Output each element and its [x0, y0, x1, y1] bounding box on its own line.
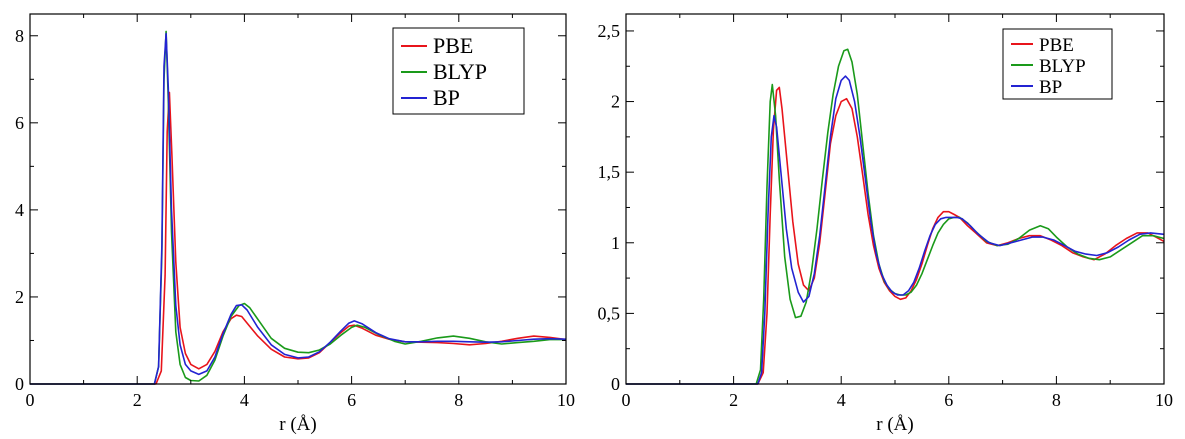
- y-tick-label: 0: [611, 374, 620, 394]
- x-tick-label: 4: [837, 390, 846, 410]
- series-line-bp: [626, 75, 1165, 385]
- y-tick-label: 4: [15, 200, 24, 220]
- x-tick-label: 10: [1155, 390, 1173, 410]
- x-tick-label: 8: [1052, 390, 1061, 410]
- legend-label-bp: BP: [433, 85, 460, 110]
- y-tick-label: 8: [15, 26, 24, 46]
- series-line-pbe: [626, 86, 1165, 385]
- x-tick-label: 10: [557, 390, 575, 410]
- y-tick-label: 1: [611, 233, 620, 253]
- legend-label-blyp: BLYP: [1039, 56, 1086, 77]
- x-tick-label: 8: [454, 390, 463, 410]
- x-tick-label: 0: [26, 390, 35, 410]
- legend-label-bp: BP: [1039, 77, 1062, 98]
- series-line-blyp: [626, 48, 1165, 385]
- x-tick-label: 2: [729, 390, 738, 410]
- y-tick-label: 6: [15, 113, 24, 133]
- y-tick-label: 2: [15, 287, 24, 307]
- x-tick-label: 6: [944, 390, 953, 410]
- x-axis-label: r (Å): [876, 414, 913, 435]
- series-line-blyp: [30, 30, 566, 385]
- legend-label-pbe: PBE: [433, 33, 473, 58]
- x-tick-label: 2: [133, 390, 142, 410]
- legend-label-pbe: PBE: [1039, 35, 1074, 56]
- y-tick-label: 0,5: [598, 303, 621, 323]
- y-tick-label: 1,5: [598, 162, 621, 182]
- legend-label-blyp: BLYP: [433, 59, 487, 84]
- series-line-pbe: [30, 91, 567, 385]
- x-tick-label: 6: [347, 390, 356, 410]
- y-tick-label: 2: [611, 92, 620, 112]
- y-tick-label: 0: [15, 374, 24, 394]
- x-tick-label: 4: [240, 390, 249, 410]
- series-line-bp: [30, 32, 567, 385]
- x-axis-label: r (Å): [279, 414, 316, 435]
- x-tick-label: 0: [622, 390, 631, 410]
- y-tick-label: 2,5: [598, 21, 621, 41]
